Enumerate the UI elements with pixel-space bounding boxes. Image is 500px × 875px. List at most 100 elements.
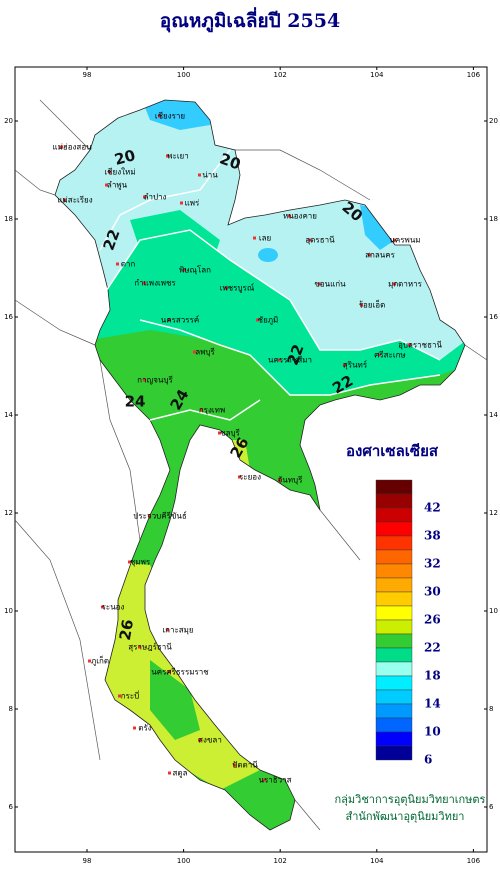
lat-tick-label: 20	[4, 117, 13, 125]
lon-tick-label: 98	[83, 857, 92, 865]
station-dot	[180, 201, 183, 205]
legend-label: 22	[424, 641, 441, 655]
station-dot	[318, 282, 321, 286]
legend-label: 32	[424, 557, 441, 571]
station-dot	[200, 408, 203, 412]
station-dot	[378, 353, 381, 357]
lon-tick-label: 100	[177, 71, 190, 79]
place-label: เกาะสมุย	[162, 626, 193, 635]
station-dot	[393, 238, 396, 242]
station-dot	[138, 645, 141, 649]
lon-tick-label: 100	[177, 857, 190, 865]
place-label: สงขลา	[198, 736, 222, 745]
legend-swatch	[375, 647, 413, 663]
legend-swatch	[375, 577, 413, 593]
legend-swatch	[375, 661, 413, 677]
contour-label: 24	[125, 393, 146, 411]
lat-tick-label: 6	[9, 803, 14, 811]
station-dot	[368, 253, 371, 257]
place-label: น่าน	[202, 171, 218, 180]
legend-swatch	[375, 507, 413, 523]
lat-tick-label: 14	[489, 411, 498, 419]
legend-swatch	[375, 479, 413, 495]
place-label: ปัตตานี	[232, 761, 258, 770]
lat-tick-label: 16	[4, 313, 13, 321]
lon-tick-label: 98	[83, 71, 92, 79]
place-label: กาญจนบุรี	[137, 376, 173, 385]
place-label: หนองคาย	[283, 212, 317, 221]
place-label: นครราชสีมา	[268, 356, 312, 365]
legend-swatch	[375, 703, 413, 719]
station-dot	[88, 659, 91, 663]
legend-swatch	[375, 493, 413, 509]
place-label: ตาก	[121, 260, 136, 269]
legend-swatch	[375, 717, 413, 733]
legend-swatch	[375, 591, 413, 607]
place-label: สุรินทร์	[343, 360, 368, 370]
legend-label: 18	[424, 669, 441, 683]
station-dot	[63, 198, 66, 202]
contour-label: 20	[112, 146, 137, 169]
legend-swatch	[375, 619, 413, 635]
station-dot	[198, 173, 201, 177]
place-label: เชียงใหม่	[104, 168, 135, 177]
legend-swatch	[375, 633, 413, 649]
place-label: แม่สะเรียง	[57, 196, 92, 205]
station-dot	[118, 694, 121, 698]
station-dot	[198, 738, 201, 742]
station-dot	[143, 195, 146, 199]
station-dot	[168, 670, 171, 674]
lat-tick-label: 20	[489, 117, 498, 125]
place-label: ชัยภูมิ	[258, 316, 279, 326]
contour-label: 26	[116, 618, 137, 642]
lon-tick-label: 104	[370, 71, 384, 79]
station-dot	[101, 605, 104, 609]
place-label: สกลนคร	[365, 251, 395, 260]
place-label: พิษณุโลก	[179, 265, 211, 275]
place-label: เชียงราย	[155, 112, 185, 121]
contour-lines	[99, 149, 441, 421]
legend-label: 10	[424, 725, 441, 739]
lat-tick-label: 6	[489, 803, 494, 811]
station-dot	[183, 268, 186, 272]
place-label: อุบลราชธานี	[398, 341, 442, 350]
place-label: ตรัง	[138, 724, 151, 733]
station-dot	[343, 363, 346, 367]
lat-tick-label: 8	[489, 705, 493, 713]
station-dot	[308, 238, 311, 242]
station-dot	[168, 318, 171, 322]
credit-line: สำนักพัฒนาอุตุนิยมวิทยา	[346, 810, 465, 823]
place-label: นครพนม	[389, 236, 420, 245]
station-dot	[225, 286, 228, 290]
legend-swatch	[375, 675, 413, 691]
legend-label: 14	[424, 697, 441, 711]
legend-label: 38	[424, 529, 441, 543]
place-label: สุราษฎร์ธานี	[128, 642, 172, 652]
legend-label: 26	[424, 613, 441, 627]
place-label: นครศรีธรรมราช	[151, 668, 209, 677]
station-dot	[193, 350, 196, 354]
lat-tick-label: 10	[4, 607, 13, 615]
place-label: ร้อยเอ็ด	[359, 300, 386, 310]
place-label: ภูเก็ต	[91, 656, 109, 667]
place-label: ระนอง	[102, 603, 125, 612]
station-dot	[148, 514, 151, 518]
station-dot	[166, 628, 169, 632]
lat-tick-label: 8	[9, 705, 13, 713]
station-dot	[238, 475, 241, 479]
lat-tick-label: 18	[4, 215, 13, 223]
station-dot	[166, 154, 169, 158]
place-label: ระยอง	[239, 473, 261, 482]
lon-tick-label: 106	[467, 71, 481, 79]
station-dot	[143, 378, 146, 382]
station-dot	[256, 318, 259, 322]
legend-swatch	[375, 731, 413, 747]
place-label: แพร่	[185, 199, 200, 208]
station-dot	[278, 358, 281, 362]
station-dot	[253, 236, 256, 240]
place-label: ลำปาง	[144, 193, 167, 202]
legend-label: 30	[424, 585, 441, 599]
lon-tick-label: 102	[274, 71, 287, 79]
station-dot	[105, 183, 108, 187]
